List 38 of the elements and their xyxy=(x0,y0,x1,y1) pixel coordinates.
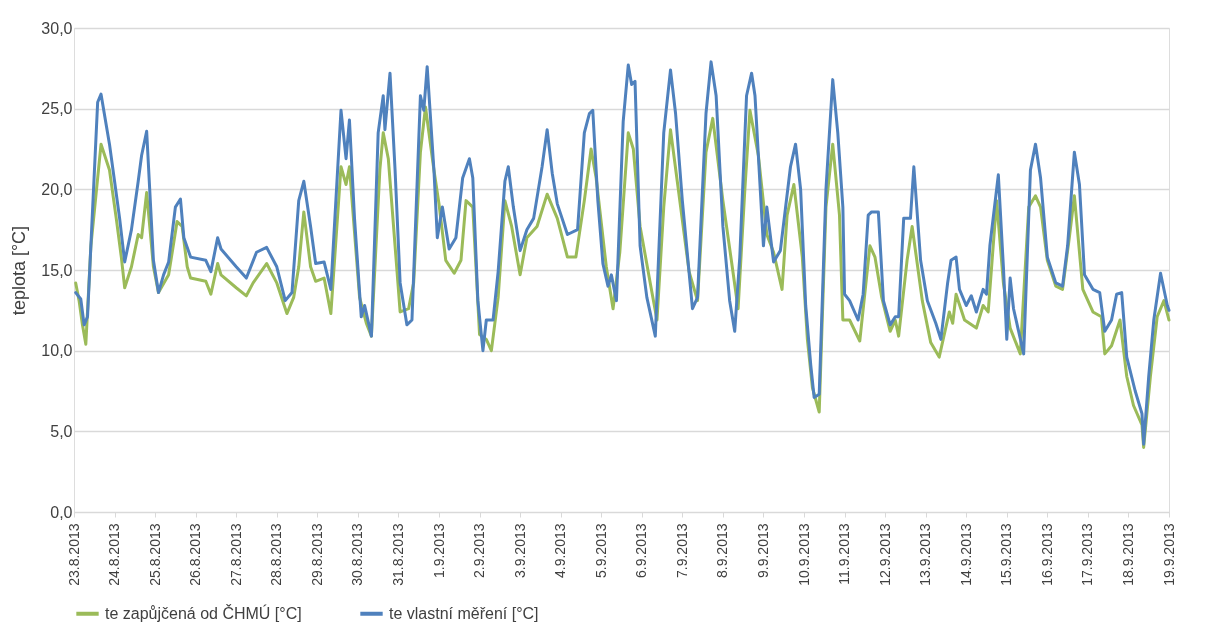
y-tick-label: 15,0 xyxy=(41,261,73,279)
y-axis-title: teplota [°C] xyxy=(9,225,30,316)
x-tick-label: 27.8.2013 xyxy=(227,523,244,586)
x-tick-label: 19.9.2013 xyxy=(1160,523,1177,586)
y-tick-label: 5,0 xyxy=(50,422,73,440)
x-tick-label: 28.8.2013 xyxy=(268,523,285,586)
x-tick-label: 13.9.2013 xyxy=(917,523,934,586)
x-tick-label: 24.8.2013 xyxy=(106,523,123,586)
x-tick-label: 15.9.2013 xyxy=(998,523,1015,586)
y-tick-label: 20,0 xyxy=(41,180,73,198)
x-tick-label: 1.9.2013 xyxy=(430,523,447,578)
x-tick-label: 23.8.2013 xyxy=(65,523,82,586)
y-tick-label: 10,0 xyxy=(41,342,73,360)
x-tick-label: 31.8.2013 xyxy=(389,523,406,586)
x-tick-label: 26.8.2013 xyxy=(187,523,204,586)
x-tick-label: 14.9.2013 xyxy=(957,523,974,586)
x-tick-label: 10.9.2013 xyxy=(795,523,812,586)
legend-label: te vlastní měření [°C] xyxy=(389,604,539,622)
x-tick-label: 25.8.2013 xyxy=(146,523,163,586)
x-tick-label: 3.9.2013 xyxy=(511,523,528,578)
x-tick-label: 17.9.2013 xyxy=(1079,523,1096,586)
x-tick-label: 12.9.2013 xyxy=(876,523,893,586)
x-tick-label: 2.9.2013 xyxy=(471,523,488,578)
x-tick-label: 29.8.2013 xyxy=(308,523,325,586)
y-tick-label: 25,0 xyxy=(41,100,73,118)
legend-label: te zapůjčená od ČHMÚ [°C] xyxy=(105,603,302,622)
y-tick-label: 0,0 xyxy=(50,503,73,521)
x-tick-label: 6.9.2013 xyxy=(633,523,650,578)
x-tick-label: 8.9.2013 xyxy=(714,523,731,578)
x-tick-label: 18.9.2013 xyxy=(1119,523,1136,586)
x-tick-label: 9.9.2013 xyxy=(754,523,771,578)
y-tick-label: 30,0 xyxy=(41,19,73,37)
x-tick-label: 30.8.2013 xyxy=(349,523,366,586)
x-tick-label: 16.9.2013 xyxy=(1038,523,1055,586)
x-tick-label: 5.9.2013 xyxy=(592,523,609,578)
x-tick-label: 4.9.2013 xyxy=(552,523,569,578)
x-tick-label: 7.9.2013 xyxy=(673,523,690,578)
x-tick-label: 11.9.2013 xyxy=(836,523,853,585)
